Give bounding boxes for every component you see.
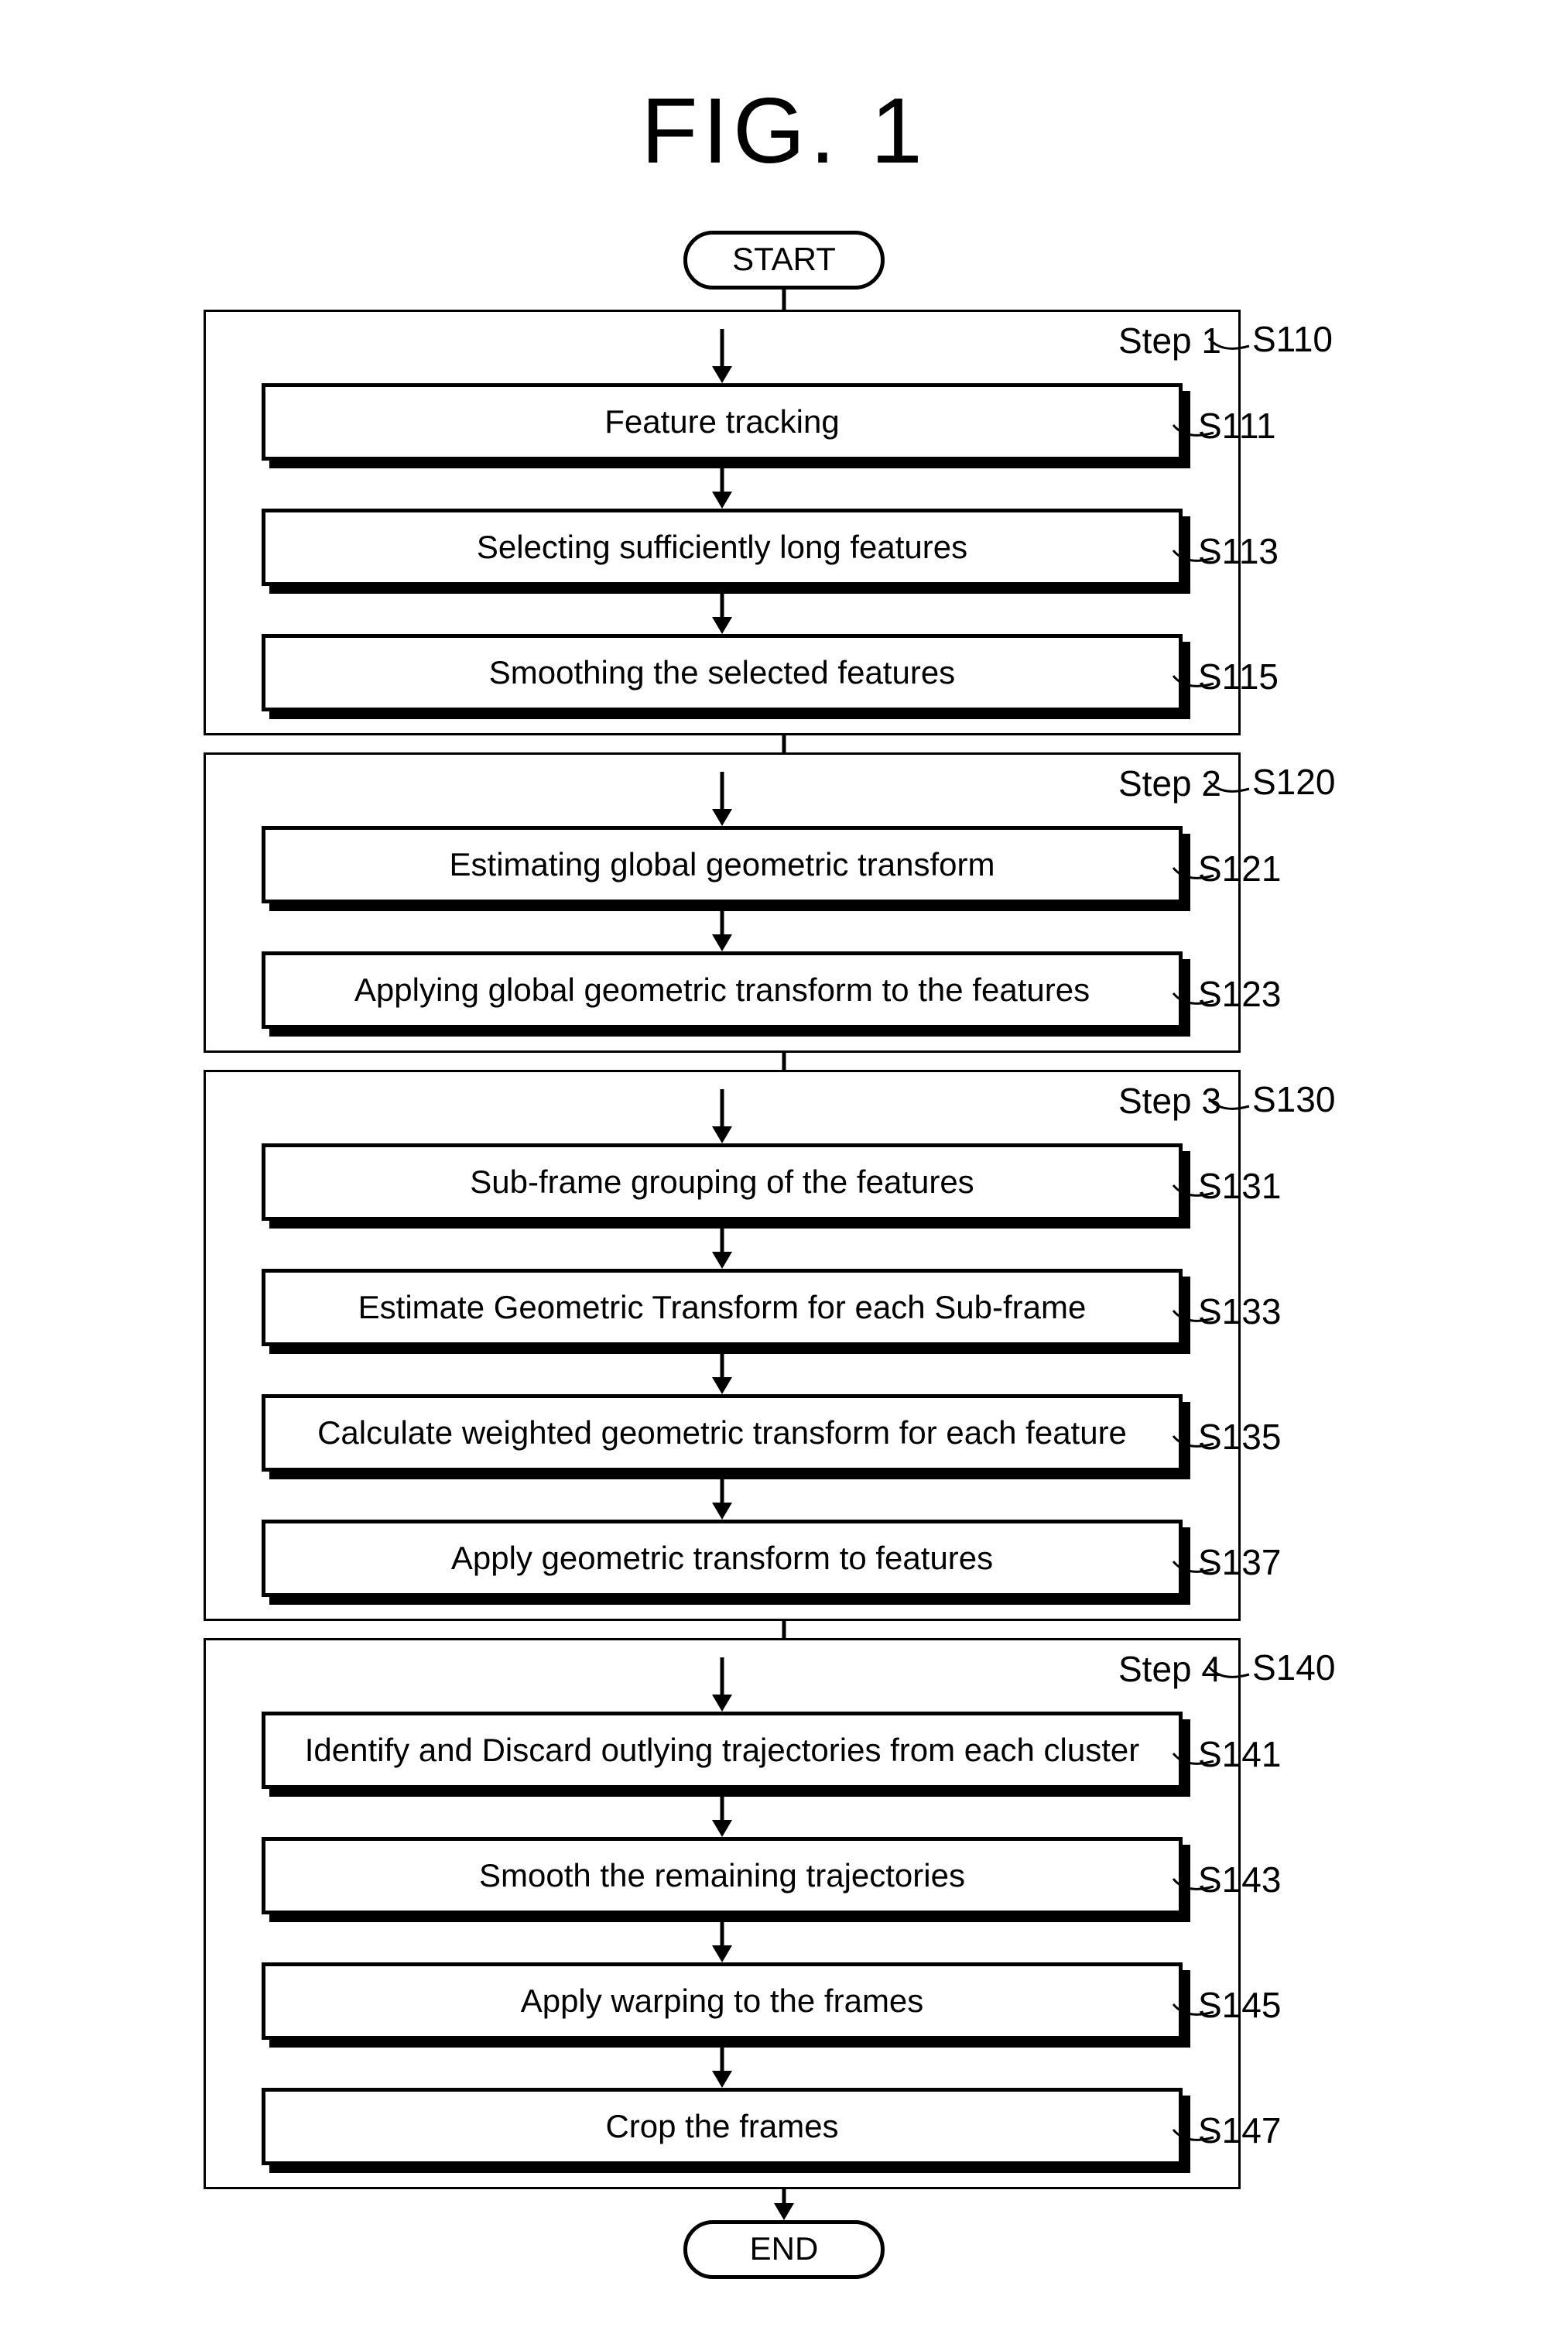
step-group-ref-text: S120	[1252, 762, 1335, 802]
flow-arrow	[262, 1221, 1183, 1269]
process-box: Crop the framesS147	[262, 2088, 1183, 2165]
process-box-label: Sub-frame grouping of the features	[470, 1164, 974, 1201]
page: FIG. 1 START Step 1Feature trackingS111Se…	[0, 0, 1568, 2327]
process-box-body: Sub-frame grouping of the features	[262, 1143, 1183, 1221]
process-ref-label: S135	[1198, 1416, 1281, 1458]
step-group-ref-text: S130	[1252, 1079, 1335, 1119]
process-box-body: Estimating global geometric transform	[262, 826, 1183, 903]
flow-arrow	[262, 1089, 1183, 1143]
process-box: Identify and Discard outlying trajectori…	[262, 1712, 1183, 1789]
end-terminal: END	[683, 2220, 885, 2279]
process-box-label: Feature tracking	[604, 403, 839, 440]
process-box-body: Selecting sufficiently long features	[262, 509, 1183, 586]
process-ref-label: S147	[1198, 2109, 1281, 2151]
flow-arrow	[262, 1657, 1183, 1712]
start-terminal: START	[683, 231, 885, 290]
process-box-body: Estimate Geometric Transform for each Su…	[262, 1269, 1183, 1346]
step-group-ref: S120	[1252, 761, 1335, 803]
flow-connector	[324, 735, 1244, 752]
flowchart: START Step 1Feature trackingS111Selecting…	[204, 231, 1364, 2279]
process-box-label: Smoothing the selected features	[489, 654, 955, 691]
flow-connector	[324, 1053, 1244, 1070]
process-ref-label: S143	[1198, 1859, 1281, 1900]
flow-arrow	[262, 2040, 1183, 2088]
process-ref-label: S137	[1198, 1541, 1281, 1583]
process-ref-label: S133	[1198, 1290, 1281, 1332]
flow-arrow	[324, 2189, 1244, 2220]
process-box: Feature trackingS111	[262, 383, 1183, 461]
process-box: Estimating global geometric transformS12…	[262, 826, 1183, 903]
process-box-label: Selecting sufficiently long features	[477, 529, 967, 566]
process-ref-label: S115	[1198, 656, 1279, 697]
process-box-label: Estimating global geometric transform	[450, 846, 995, 883]
process-box-body: Applying global geometric transform to t…	[262, 951, 1183, 1029]
flow-arrow	[262, 772, 1183, 826]
process-box: Smoothing the selected featuresS115	[262, 634, 1183, 711]
flow-connector	[324, 290, 1244, 310]
process-box: Smooth the remaining trajectoriesS143	[262, 1837, 1183, 1914]
process-box-label: Smooth the remaining trajectories	[479, 1857, 965, 1894]
process-box-label: Crop the frames	[605, 2108, 838, 2145]
flow-arrow	[262, 586, 1183, 634]
step-group: Step 1Feature trackingS111Selecting suff…	[204, 310, 1241, 735]
process-ref-label: S121	[1198, 848, 1281, 889]
process-box-body: Calculate weighted geometric transform f…	[262, 1394, 1183, 1472]
process-box-label: Applying global geometric transform to t…	[354, 972, 1090, 1009]
process-ref-label: S141	[1198, 1733, 1281, 1775]
flow-arrow	[262, 1472, 1183, 1520]
process-ref-label: S131	[1198, 1165, 1281, 1207]
process-box-label: Calculate weighted geometric transform f…	[317, 1414, 1127, 1451]
process-box-body: Feature tracking	[262, 383, 1183, 461]
process-box-body: Identify and Discard outlying trajectori…	[262, 1712, 1183, 1789]
process-box-body: Apply warping to the frames	[262, 1962, 1183, 2040]
step-group-ref: S130	[1252, 1078, 1335, 1120]
process-box-label: Apply geometric transform to features	[451, 1540, 993, 1577]
process-box-label: Estimate Geometric Transform for each Su…	[358, 1289, 1087, 1326]
process-box: Sub-frame grouping of the featuresS131	[262, 1143, 1183, 1221]
step-group: Step 3Sub-frame grouping of the features…	[204, 1070, 1241, 1621]
flow-arrow	[262, 1914, 1183, 1962]
process-box-body: Smooth the remaining trajectories	[262, 1837, 1183, 1914]
process-ref-label: S113	[1198, 530, 1279, 572]
flow-arrow	[262, 1789, 1183, 1837]
process-box: Calculate weighted geometric transform f…	[262, 1394, 1183, 1472]
figure-title: FIG. 1	[0, 77, 1568, 184]
process-box-body: Apply geometric transform to features	[262, 1520, 1183, 1597]
process-box: Apply warping to the framesS145	[262, 1962, 1183, 2040]
process-box: Applying global geometric transform to t…	[262, 951, 1183, 1029]
flow-arrow	[262, 903, 1183, 951]
process-box-label: Identify and Discard outlying trajectori…	[305, 1732, 1140, 1769]
flow-arrow	[262, 1346, 1183, 1394]
process-box: Selecting sufficiently long featuresS113	[262, 509, 1183, 586]
process-ref-label: S145	[1198, 1984, 1281, 2026]
step-group-ref: S140	[1252, 1647, 1335, 1688]
flow-connector	[324, 1621, 1244, 1638]
process-ref-label: S111	[1198, 405, 1276, 447]
process-box-label: Apply warping to the frames	[521, 1983, 924, 2020]
process-ref-label: S123	[1198, 973, 1281, 1015]
step-group-ref-text: S110	[1252, 319, 1333, 359]
step-group: Step 2Estimating global geometric transf…	[204, 752, 1241, 1053]
flow-arrow	[262, 461, 1183, 509]
process-box-body: Smoothing the selected features	[262, 634, 1183, 711]
process-box: Estimate Geometric Transform for each Su…	[262, 1269, 1183, 1346]
step-group-ref-text: S140	[1252, 1647, 1335, 1688]
flow-arrow	[262, 329, 1183, 383]
step-group-ref: S110	[1252, 318, 1333, 360]
process-box: Apply geometric transform to featuresS13…	[262, 1520, 1183, 1597]
step-group: Step 4Identify and Discard outlying traj…	[204, 1638, 1241, 2189]
process-box-body: Crop the frames	[262, 2088, 1183, 2165]
